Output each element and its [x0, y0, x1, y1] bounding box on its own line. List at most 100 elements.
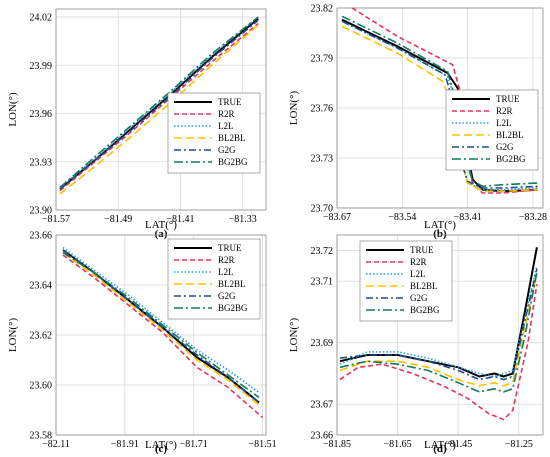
- legend-label-true: TRUE: [410, 245, 434, 255]
- x-tick-label: −81.49: [104, 214, 132, 225]
- plot-frame: [336, 7, 544, 209]
- x-tick-label: −81.57: [42, 214, 70, 225]
- legend-label-bg2bg: BG2BG: [410, 305, 440, 315]
- x-tick-label: −81.41: [166, 214, 194, 225]
- y-tick-label: 23.96: [30, 109, 53, 120]
- y-tick-label: 23.71: [311, 277, 334, 288]
- y-axis-label: LON(°): [288, 318, 300, 353]
- legend-box: [445, 89, 539, 171]
- panel-label: (c): [155, 443, 168, 455]
- series-line-bl2bl: [62, 251, 260, 406]
- series-line-l2l: [59, 16, 259, 189]
- y-tick-label: 23.66: [30, 231, 53, 242]
- chart-panel-a: 23.90 23.93 23.96 23.99 24.02 −81.57 −81.49 −81…: [7, 8, 267, 240]
- y-tick-label: 23.82: [311, 4, 334, 15]
- y-tick-label: 23.64: [30, 281, 53, 292]
- legend-label-l2l: L2L: [496, 118, 512, 128]
- legend-box: [167, 238, 261, 320]
- y-tick-label: 23.99: [30, 61, 53, 72]
- x-tick-label: −81.71: [180, 439, 208, 450]
- y-tick-label: 23.60: [30, 381, 53, 392]
- series-line-r2r: [59, 22, 259, 192]
- legend: TRUE R2R L2L BL2BL G2G BG2BG: [167, 238, 261, 320]
- panel-label: (d): [433, 443, 447, 455]
- x-axis-label: LAT(°): [145, 439, 177, 451]
- y-axis-label: LON(°): [288, 91, 300, 126]
- y-tick-label: 23.69: [311, 338, 334, 349]
- x-tick-label: −83.28: [519, 212, 547, 223]
- x-tick-label: −83.67: [323, 212, 351, 223]
- plot-frame: [55, 234, 267, 436]
- series-line-r2r: [62, 254, 264, 419]
- legend-label-l2l: L2L: [218, 267, 234, 277]
- x-tick-label: −82.11: [42, 439, 70, 450]
- chart-panel-b: 23.70 23.73 23.76 23.79 23.82 −83.67 −83.54 −83…: [288, 4, 547, 241]
- legend-label-bl2bl: BL2BL: [218, 133, 246, 143]
- plot-frame: [336, 234, 544, 436]
- x-tick-label: −81.51: [248, 439, 276, 450]
- y-tick-label: 23.58: [30, 431, 53, 442]
- legend-label-true: TRUE: [496, 94, 520, 104]
- series-line-g2g: [341, 20, 539, 189]
- x-tick-label: −83.41: [454, 212, 482, 223]
- series-line-r2r: [339, 284, 538, 421]
- y-tick-label: 24.02: [30, 13, 53, 24]
- panel-label: (b): [433, 228, 447, 240]
- series-line-g2g: [59, 19, 259, 190]
- x-tick-label: −81.33: [229, 214, 257, 225]
- legend-label-g2g: G2G: [496, 142, 514, 152]
- legend-label-bg2bg: BG2BG: [496, 154, 526, 164]
- x-tick-label: −83.54: [388, 212, 416, 223]
- legend-label-bg2bg: BG2BG: [218, 157, 248, 167]
- legend-box: [167, 92, 261, 174]
- legend-label-bl2bl: BL2BL: [496, 130, 524, 140]
- legend-label-l2l: L2L: [410, 269, 426, 279]
- x-tick-label: −81.65: [384, 439, 412, 450]
- series-line-g2g: [339, 268, 538, 381]
- y-tick-label: 23.79: [311, 54, 334, 65]
- series-line-bl2bl: [339, 274, 538, 387]
- legend-label-r2r: R2R: [496, 106, 513, 116]
- legend: TRUE R2R L2L BL2BL G2G BG2BG: [445, 89, 539, 171]
- plot-frame: [55, 8, 267, 211]
- series-line-true: [59, 17, 259, 190]
- series-line-bg2bg: [59, 16, 259, 189]
- x-axis-label: LAT(°): [424, 439, 456, 451]
- legend: TRUE R2R L2L BL2BL G2G BG2BG: [359, 240, 453, 322]
- y-axis-label: LON(°): [7, 92, 19, 127]
- legend-label-g2g: G2G: [410, 293, 428, 303]
- legend-label-bg2bg: BG2BG: [218, 303, 248, 313]
- y-tick-label: 23.93: [30, 157, 53, 168]
- y-tick-label: 23.70: [311, 204, 334, 215]
- legend-label-g2g: G2G: [218, 291, 236, 301]
- y-tick-label: 23.62: [30, 331, 53, 342]
- x-tick-label: −81.85: [323, 439, 351, 450]
- panel-label: (a): [155, 228, 168, 240]
- y-tick-label: 23.73: [311, 154, 334, 165]
- legend-box: [359, 240, 453, 322]
- legend-label-r2r: R2R: [218, 255, 235, 265]
- legend-label-r2r: R2R: [410, 257, 427, 267]
- x-tick-label: −81.25: [505, 439, 533, 450]
- series-line-l2l: [339, 265, 538, 378]
- y-tick-label: 23.72: [311, 246, 334, 257]
- y-tick-label: 23.67: [311, 400, 334, 411]
- series-line-g2g: [62, 249, 260, 404]
- legend-label-r2r: R2R: [218, 109, 235, 119]
- legend-label-bl2bl: BL2BL: [410, 281, 438, 291]
- y-tick-label: 23.90: [30, 206, 53, 217]
- series-line-bl2bl: [59, 24, 259, 195]
- x-tick-label: −81.91: [111, 439, 139, 450]
- x-axis-label: LAT(°): [145, 219, 177, 231]
- y-axis-label: LON(°): [7, 318, 19, 353]
- series-line-bg2bg: [62, 251, 260, 399]
- chart-panel-c: 23.58 23.60 23.62 23.64 23.66 −82.11 −81.91 −81…: [7, 231, 277, 456]
- legend-label-l2l: L2L: [218, 121, 234, 131]
- chart-panel-d: 23.66 23.67 23.69 23.71 23.72 −81.85 −81.65 −81…: [288, 234, 544, 455]
- y-tick-label: 23.66: [311, 431, 334, 442]
- legend-label-bl2bl: BL2BL: [218, 279, 246, 289]
- x-tick-label: −81.45: [444, 439, 472, 450]
- x-axis-label: LAT(°): [424, 219, 456, 231]
- legend-label-g2g: G2G: [218, 145, 236, 155]
